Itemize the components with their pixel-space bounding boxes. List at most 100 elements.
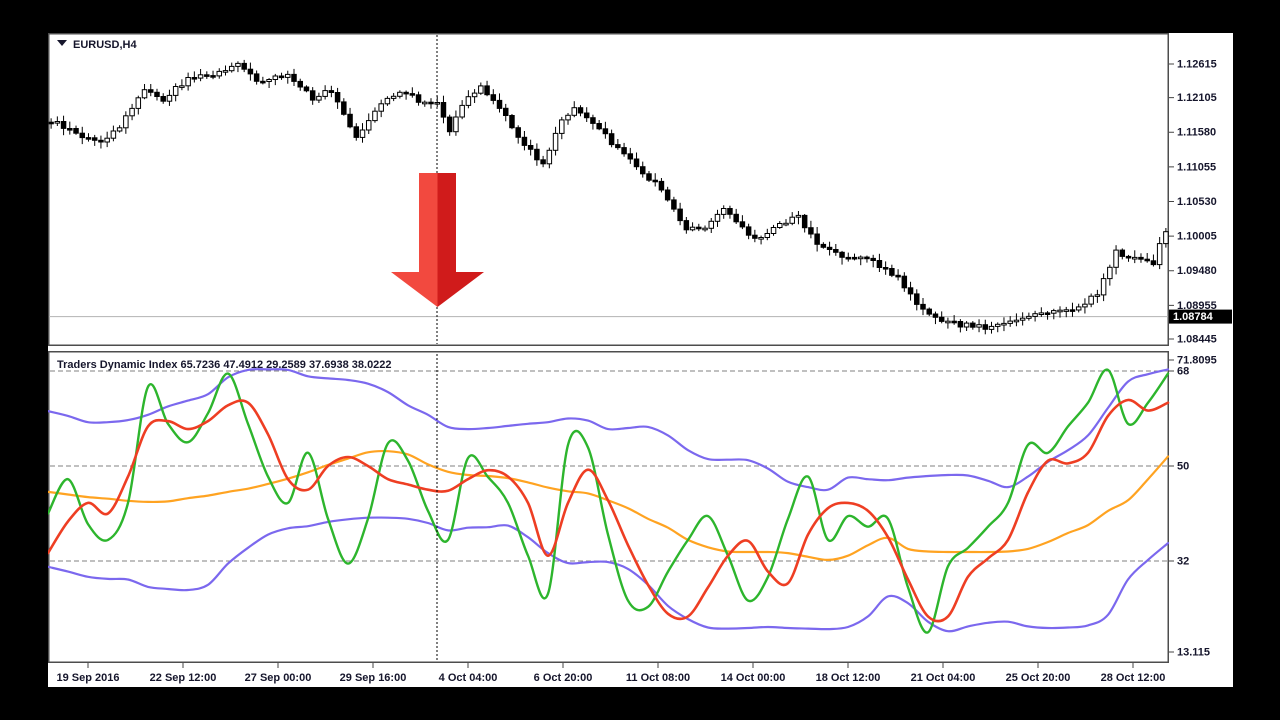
candle	[970, 322, 976, 328]
down-arrow-annotation-right[interactable]	[437, 173, 485, 307]
candle	[758, 237, 764, 240]
candle	[204, 74, 210, 77]
candle	[621, 147, 627, 155]
candle	[54, 121, 61, 124]
candle	[478, 85, 484, 94]
candle	[608, 133, 615, 146]
candle	[365, 120, 372, 131]
candle	[801, 214, 808, 229]
candle	[752, 234, 758, 239]
chart-svg: EURUSD,H4 Traders Dynamic Index 65.7236 …	[48, 33, 1233, 687]
candle	[459, 104, 465, 118]
candle	[1144, 258, 1150, 262]
candle	[540, 159, 546, 165]
indicator-axis-label: 71.8095	[1177, 354, 1217, 366]
time-axis-label: 19 Sep 2016	[57, 672, 120, 684]
candle	[1094, 294, 1101, 297]
candle	[845, 256, 852, 260]
candle	[1069, 309, 1076, 312]
candle	[123, 115, 129, 129]
indicator-axis-label: 13.115	[1177, 646, 1210, 658]
candle	[770, 227, 777, 234]
indicator-axis-label: 68	[1177, 365, 1189, 377]
price-axis-label: 1.09480	[1177, 265, 1217, 277]
candle	[777, 223, 783, 228]
candle	[901, 275, 908, 289]
volatility-band-lower	[48, 516, 1170, 633]
time-axis[interactable]	[48, 663, 1169, 687]
candle	[1038, 312, 1045, 315]
candle	[465, 96, 472, 106]
price-axis-labels: 1.12615 1.12105 1.11580 1.11055 1.10530 1.100…	[1169, 58, 1217, 345]
candle	[359, 129, 366, 138]
candle	[696, 226, 702, 230]
candle	[341, 101, 347, 115]
candle	[895, 274, 901, 278]
candle	[135, 97, 142, 109]
candle	[1075, 306, 1082, 311]
time-axis-label: 29 Sep 16:00	[340, 672, 407, 684]
candle	[664, 189, 671, 201]
candle	[876, 260, 883, 268]
candle	[502, 107, 509, 117]
candle	[1082, 303, 1088, 308]
candle	[509, 115, 515, 129]
candle	[372, 110, 378, 122]
candle	[857, 256, 864, 260]
down-arrow-annotation-left[interactable]	[391, 173, 438, 307]
candle	[932, 313, 939, 318]
time-axis-label: 22 Sep 12:00	[150, 672, 217, 684]
candle	[1100, 278, 1107, 296]
candle	[671, 199, 677, 210]
candle	[316, 95, 322, 101]
candle	[1051, 310, 1057, 314]
candle	[907, 287, 914, 295]
candle	[141, 89, 148, 99]
candle	[851, 256, 858, 260]
candle	[1044, 312, 1051, 315]
price-axis-label: 1.10530	[1177, 196, 1217, 208]
candle	[1156, 243, 1163, 266]
symbol-timeframe-label: EURUSD,H4	[73, 39, 137, 51]
candle	[104, 137, 110, 143]
rsi-price-line	[48, 368, 1170, 634]
candle	[683, 220, 690, 231]
candle	[303, 86, 310, 92]
indicator-chart-area[interactable]	[48, 351, 1169, 663]
candle	[976, 324, 982, 328]
candle	[272, 75, 279, 80]
indicator-axis-labels: 71.809568 50 32 13.115	[1169, 354, 1217, 658]
indicator-level-lines	[50, 370, 1167, 562]
candle	[689, 226, 696, 231]
candle	[67, 128, 73, 131]
candle	[870, 257, 876, 261]
chart-window: EURUSD,H4 Traders Dynamic Index 65.7236 …	[48, 33, 1233, 687]
candle	[615, 144, 621, 149]
candle	[945, 320, 951, 324]
price-axis-label: 1.12615	[1177, 58, 1217, 70]
candle	[546, 149, 553, 165]
price-axis-label: 1.11055	[1177, 161, 1216, 173]
candle	[1013, 319, 1020, 323]
candle	[833, 249, 839, 253]
candle	[677, 208, 683, 222]
candle	[640, 166, 646, 175]
candle	[1001, 322, 1007, 326]
candle	[446, 116, 453, 133]
candle	[783, 222, 789, 226]
price-axis[interactable]	[1169, 33, 1233, 663]
candle	[347, 113, 353, 128]
candle	[982, 324, 989, 330]
candle	[291, 73, 297, 82]
candle	[428, 101, 434, 105]
price-chart-area[interactable]	[48, 33, 1169, 346]
candle	[627, 153, 634, 160]
candle	[415, 94, 422, 103]
time-axis-label: 25 Oct 20:00	[1006, 672, 1071, 684]
time-axis-label: 18 Oct 12:00	[816, 672, 881, 684]
candle	[951, 320, 957, 324]
candle	[216, 70, 223, 77]
candle	[1138, 256, 1144, 260]
current-price-tag-text: 1.08784	[1173, 311, 1214, 323]
chart-dropdown-icon[interactable]	[57, 40, 67, 46]
